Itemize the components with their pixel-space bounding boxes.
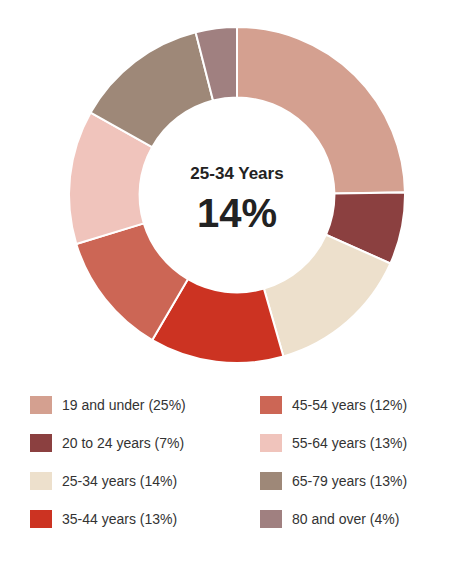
- legend-item: 20 to 24 years (7%): [30, 434, 184, 452]
- legend-swatch: [30, 396, 52, 414]
- legend-swatch: [30, 434, 52, 452]
- legend-swatch: [30, 472, 52, 490]
- legend-label: 35-44 years (13%): [62, 511, 177, 527]
- background: [0, 0, 474, 573]
- legend-item: 45-54 years (12%): [260, 396, 407, 414]
- legend-label: 65-79 years (13%): [292, 473, 407, 489]
- legend-item: 35-44 years (13%): [30, 510, 177, 528]
- chart-container: 25-34 Years 14% 19 and under (25%) 20 to 24…: [0, 0, 474, 573]
- legend-item: 25-34 years (14%): [30, 472, 177, 490]
- legend-label: 45-54 years (12%): [292, 397, 407, 413]
- slice: [91, 32, 213, 147]
- subtitle: 14%: [197, 191, 277, 235]
- chart: 25-34 Years 14% 19 and under (25%) 20 to 24…: [0, 0, 474, 573]
- legend-swatch: [260, 510, 282, 528]
- legend-label: 20 to 24 years (7%): [62, 435, 184, 451]
- slices: [69, 27, 405, 363]
- slice: [196, 27, 237, 101]
- legend-item: 80 and over (4%): [260, 510, 399, 528]
- legend-item: 55-64 years (13%): [260, 434, 407, 452]
- legend-label: 80 and over (4%): [292, 511, 399, 527]
- slice: [264, 235, 390, 357]
- legend-item: 19 and under (25%): [30, 396, 186, 414]
- legend-swatch: [260, 396, 282, 414]
- legend-label: 19 and under (25%): [62, 397, 186, 413]
- legend-label: 25-34 years (14%): [62, 473, 177, 489]
- legend-label: 55-64 years (13%): [292, 435, 407, 451]
- slice: [76, 223, 188, 340]
- legend-swatch: [260, 434, 282, 452]
- legend-swatch: [260, 472, 282, 490]
- legend-item: 65-79 years (13%): [260, 472, 407, 490]
- legend-swatch: [30, 510, 52, 528]
- legend: 19 and under (25%) 20 to 24 years (7%) 25-…: [30, 396, 407, 528]
- title: 25-34 Years: [190, 164, 283, 183]
